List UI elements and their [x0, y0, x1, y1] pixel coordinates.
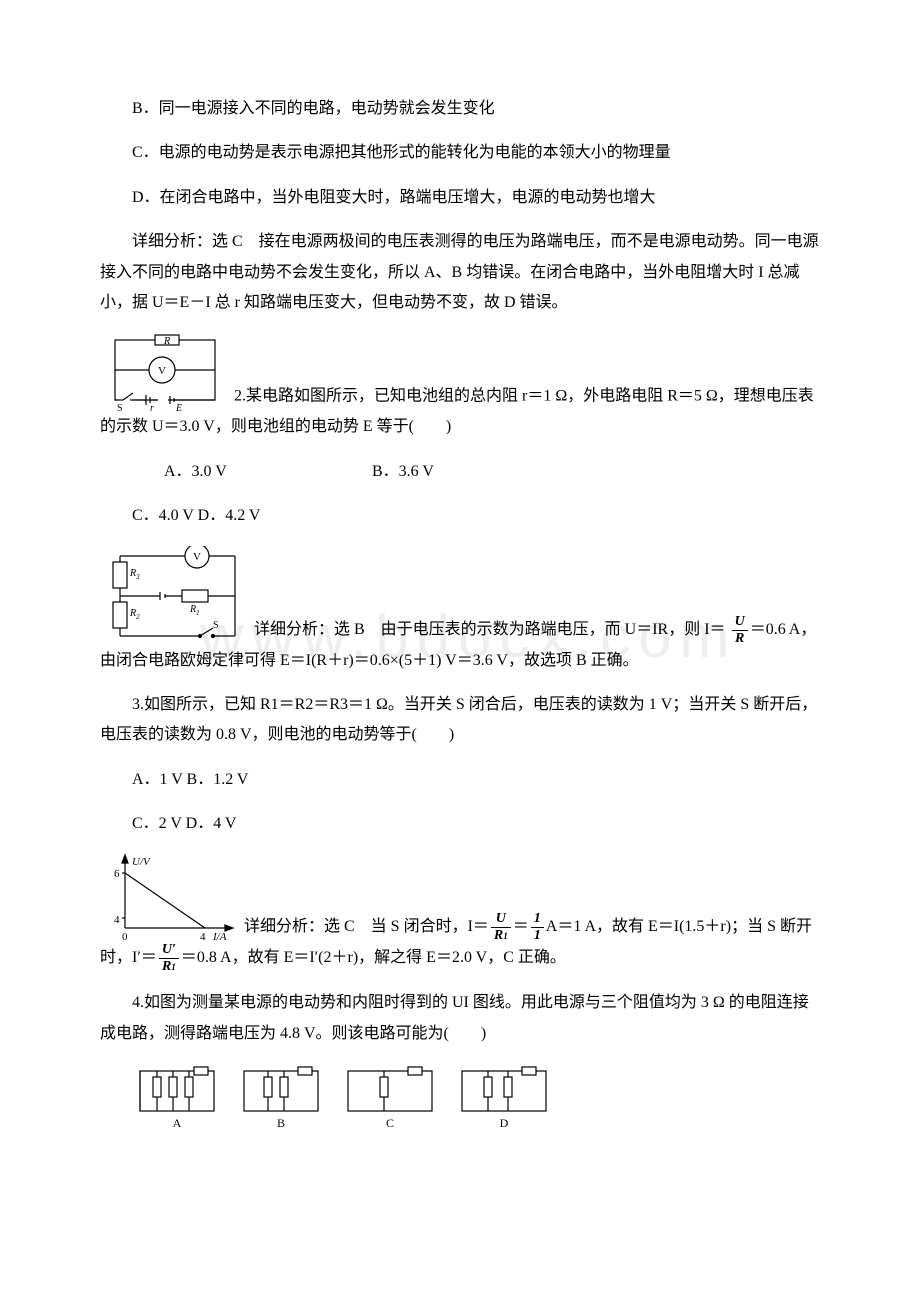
- frac-uprime-r1: U′R1: [159, 943, 179, 974]
- q3-options-ab: A．1 V B．1.2 V: [100, 765, 820, 795]
- svg-text:V: V: [158, 365, 166, 377]
- q4-stem: 4.如图为测量某电源的电动势和内阻时得到的 UI 图线。用此电源与三个阻值均为 …: [100, 988, 820, 1049]
- circuit-option-a: A: [132, 1063, 222, 1133]
- svg-text:R: R: [163, 336, 170, 347]
- q3-options-cd: C．2 V D．4 V: [100, 809, 820, 839]
- svg-text:r: r: [150, 403, 154, 412]
- q4-options-circuits: A B: [132, 1063, 820, 1133]
- circuit-option-c: C: [340, 1063, 440, 1133]
- circuit-option-b: B: [236, 1063, 326, 1133]
- svg-text:6: 6: [114, 868, 120, 880]
- q2-options-ab: A．3.0 VB．3.6 V: [100, 457, 820, 487]
- svg-text:S: S: [213, 620, 219, 631]
- svg-text:C: C: [386, 1116, 394, 1130]
- svg-text:U/V: U/V: [132, 856, 151, 868]
- q1-answer: 详细分析：选 C 接在电源两极间的电压表测得的电压为路端电压，而不是电源电动势。…: [100, 227, 820, 318]
- svg-text:A: A: [173, 1116, 182, 1130]
- circuit-option-d: D: [454, 1063, 554, 1133]
- ans3-text-b: ＝: [513, 919, 529, 936]
- frac-1-1: 11: [531, 912, 544, 943]
- svg-text:V: V: [193, 551, 201, 563]
- frac-u-r1: UR1: [491, 912, 511, 943]
- circuit-2: V R3 R2 R1 S: [100, 546, 250, 646]
- svg-text:4: 4: [200, 931, 206, 943]
- q1-option-c: C．电源的电动势是表示电源把其他形式的能转化为电能的本领大小的物理量: [100, 138, 820, 168]
- svg-text:R2: R2: [129, 608, 140, 621]
- svg-text:I/A: I/A: [212, 931, 227, 943]
- q3-stem: 3.如图所示，已知 R1＝R2＝R3＝1 Ω。当开关 S 闭合后，电压表的读数为…: [100, 690, 820, 751]
- svg-text:R3: R3: [129, 568, 140, 581]
- ans3-row: U/V 6 4 0 4 I/A 详细分析：选 C 当 S 闭合时，I＝UR1＝1…: [100, 853, 820, 974]
- ans3-text-a: 详细分析：选 C 当 S 闭合时，I＝: [244, 919, 489, 936]
- ui-graph: U/V 6 4 0 4 I/A: [100, 853, 240, 943]
- q1-option-d: D．在闭合电路中，当外电阻变大时，路端电压增大，电源的电动势也增大: [100, 183, 820, 213]
- q2-options-cd: C．4.0 V D．4.2 V: [100, 501, 820, 531]
- frac-u-r: UR: [732, 615, 748, 646]
- q2-stem-row: R V S r E 2.某电路如图所示，已知电池组的总内阻 r＝1 Ω，外电路电…: [100, 332, 820, 442]
- svg-text:E: E: [175, 403, 182, 412]
- svg-text:0: 0: [122, 931, 128, 943]
- ans2-row: V R3 R2 R1 S 详细分析：选 B 由于电压表的示数为路端电压，而 U＝…: [100, 546, 820, 676]
- svg-text:S: S: [117, 403, 123, 412]
- svg-text:4: 4: [114, 914, 120, 926]
- svg-text:D: D: [500, 1116, 509, 1130]
- svg-text:B: B: [277, 1116, 285, 1130]
- q1-option-b: B．同一电源接入不同的电路，电动势就会发生变化: [100, 94, 820, 124]
- ans2-text-a: 详细分析：选 B 由于电压表的示数为路端电压，而 U＝IR，则 I＝: [254, 621, 726, 638]
- circuit-1: R V S r E: [100, 332, 230, 412]
- svg-text:R1: R1: [189, 604, 200, 617]
- ans3-text-d: ＝0.8 A，故有 E＝I′(2＋r)，解之得 E＝2.0 V，C 正确。: [181, 950, 566, 967]
